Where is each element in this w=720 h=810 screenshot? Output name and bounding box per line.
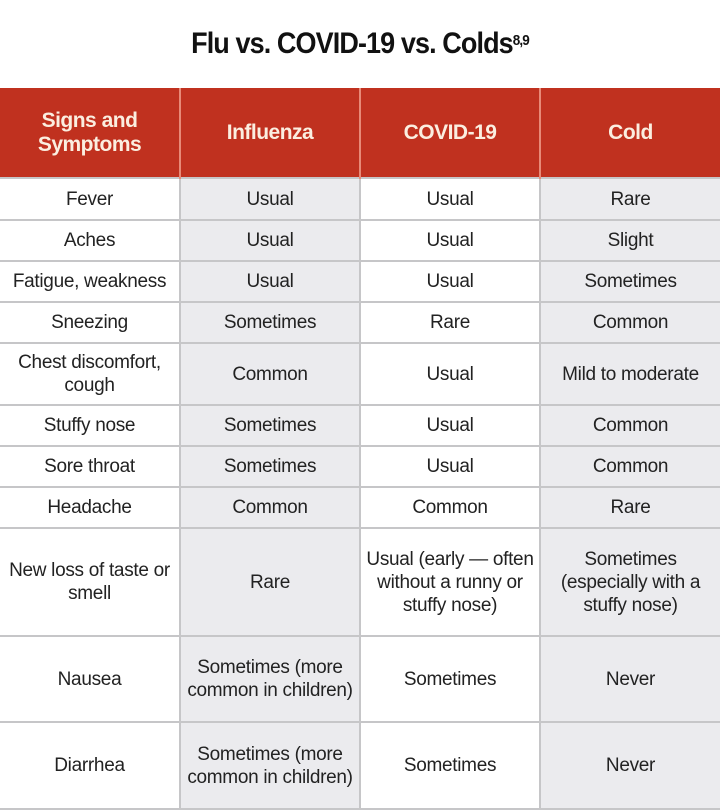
influenza-cell: Sometimes <box>179 301 361 344</box>
title-text: Flu vs. COVID-19 vs. Colds <box>191 27 514 60</box>
covid-cell: Usual <box>359 219 541 262</box>
covid-cell: Usual <box>359 177 541 221</box>
header-symptoms: Signs and Symptoms <box>0 88 180 178</box>
table-row: Nausea Sometimes (more common in children… <box>0 635 720 723</box>
covid-cell: Usual <box>359 445 541 488</box>
covid-cell: Sometimes <box>359 635 541 723</box>
covid-cell: Usual <box>359 260 541 303</box>
symptom-cell: Chest discomfort, cough <box>0 342 181 406</box>
symptom-cell: Fever <box>0 177 181 221</box>
covid-cell: Usual <box>359 342 541 406</box>
influenza-cell: Usual <box>179 219 361 262</box>
table-row: Fever Usual Usual Rare <box>0 177 720 221</box>
cold-cell: Common <box>539 445 720 488</box>
table-row: Sneezing Sometimes Rare Common <box>0 301 720 344</box>
table-row: Sore throat Sometimes Usual Common <box>0 445 720 488</box>
comparison-table: Signs and Symptoms Influenza COVID-19 Co… <box>0 88 720 810</box>
cold-cell: Rare <box>539 177 720 221</box>
table-row: Fatigue, weakness Usual Usual Sometimes <box>0 260 720 303</box>
table-row: Chest discomfort, cough Common Usual Mild t… <box>0 342 720 406</box>
covid-cell: Usual (early — often without a runny or … <box>359 527 541 637</box>
header-cold: Cold <box>539 88 720 178</box>
influenza-cell: Sometimes (more common in children) <box>179 635 361 723</box>
page-title: Flu vs. COVID-19 vs. Colds 8,9 <box>36 0 684 88</box>
table-row: Stuffy nose Sometimes Usual Common <box>0 404 720 447</box>
header-row: Signs and Symptoms Influenza COVID-19 Co… <box>0 88 720 178</box>
influenza-cell: Sometimes <box>179 404 361 447</box>
cold-cell: Slight <box>539 219 720 262</box>
cold-cell: Rare <box>539 486 720 529</box>
symptom-cell: Aches <box>0 219 181 262</box>
symptom-cell: Sneezing <box>0 301 181 344</box>
symptom-cell: Stuffy nose <box>0 404 181 447</box>
covid-cell: Common <box>359 486 541 529</box>
cold-cell: Sometimes <box>539 260 720 303</box>
cold-cell: Mild to moderate <box>539 342 720 406</box>
cold-cell: Never <box>539 721 720 810</box>
symptom-cell: Fatigue, weakness <box>0 260 181 303</box>
symptom-cell: Sore throat <box>0 445 181 488</box>
table-row: Aches Usual Usual Slight <box>0 219 720 262</box>
cold-cell: Common <box>539 404 720 447</box>
covid-cell: Sometimes <box>359 721 541 810</box>
influenza-cell: Sometimes (more common in children) <box>179 721 361 810</box>
cold-cell: Sometimes (especially with a stuffy nose… <box>539 527 720 637</box>
influenza-cell: Common <box>179 342 361 406</box>
header-covid: COVID-19 <box>359 88 540 178</box>
title-superscript: 8,9 <box>512 31 530 49</box>
table-row: New loss of taste or smell Rare Usual (ear… <box>0 527 720 637</box>
header-influenza: Influenza <box>179 88 360 178</box>
influenza-cell: Sometimes <box>179 445 361 488</box>
symptom-cell: Headache <box>0 486 181 529</box>
table-row: Headache Common Common Rare <box>0 486 720 529</box>
symptom-cell: New loss of taste or smell <box>0 527 181 637</box>
covid-cell: Usual <box>359 404 541 447</box>
symptom-cell: Diarrhea <box>0 721 181 810</box>
influenza-cell: Common <box>179 486 361 529</box>
cold-cell: Never <box>539 635 720 723</box>
influenza-cell: Rare <box>179 527 361 637</box>
influenza-cell: Usual <box>179 177 361 221</box>
cold-cell: Common <box>539 301 720 344</box>
covid-cell: Rare <box>359 301 541 344</box>
table-row: Diarrhea Sometimes (more common in childr… <box>0 721 720 810</box>
symptom-cell: Nausea <box>0 635 181 723</box>
influenza-cell: Usual <box>179 260 361 303</box>
